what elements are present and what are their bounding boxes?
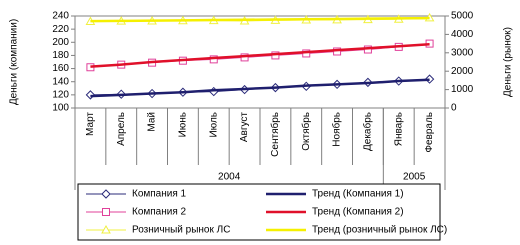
x-tick-label: Апрель: [116, 112, 127, 146]
series-line: [90, 16, 430, 23]
y-tick-label: 220: [52, 24, 69, 35]
legend-label: Компания 2: [132, 207, 187, 218]
y-tick-label: 240: [52, 11, 69, 22]
x-tick-label: Июнь: [178, 112, 189, 137]
legend: [77, 183, 441, 241]
x-tick-label: Март: [85, 112, 96, 136]
y-tick-label: 180: [52, 50, 69, 61]
y2-tick-label: 4000: [451, 29, 474, 40]
y-tick-label: 160: [52, 63, 69, 74]
x-tick-label: Ноябрь: [331, 112, 343, 147]
group-label: 2005: [403, 172, 426, 183]
y-axis-label: Деньги (компании): [9, 19, 20, 105]
y2-tick-label: 5000: [451, 11, 474, 22]
marker: [424, 74, 435, 84]
x-tick-label: Июль: [208, 112, 219, 138]
y-tick-label: 140: [52, 76, 69, 87]
marker: [102, 208, 110, 216]
marker: [101, 189, 111, 199]
x-tick-label: Август: [239, 112, 250, 143]
x-tick-label: Октябрь: [300, 112, 312, 151]
x-tick-label: Январь: [393, 112, 404, 146]
y2-axis-label: Деньги (рынок): [503, 27, 514, 97]
y-tick-label: 200: [52, 37, 69, 48]
y2-tick-label: 1000: [451, 84, 474, 95]
x-tick-label: Февраль: [424, 112, 435, 153]
marker: [101, 224, 111, 234]
y2-tick-label: 3000: [451, 47, 474, 58]
y2-tick-label: 2000: [451, 66, 474, 77]
series-line: [90, 78, 430, 98]
group-label: 2004: [218, 172, 241, 183]
x-tick-label: Декабрь: [362, 112, 374, 151]
legend-label: Розничный рынок ЛС: [132, 225, 230, 236]
legend-label: Тренд (розничный рынок ЛС): [312, 225, 447, 236]
x-tick-label: Сентябрь: [269, 112, 281, 157]
y-tick-label: 120: [52, 89, 69, 100]
legend-label: Тренд (Компания 1): [312, 189, 404, 200]
legend-label: Компания 1: [132, 189, 187, 200]
y-tick-label: 100: [52, 103, 69, 114]
series-line: [90, 43, 430, 68]
legend-label: Тренд (Компания 2): [312, 207, 404, 218]
x-tick-label: Май: [147, 112, 158, 132]
y2-tick-label: 0: [451, 103, 457, 114]
